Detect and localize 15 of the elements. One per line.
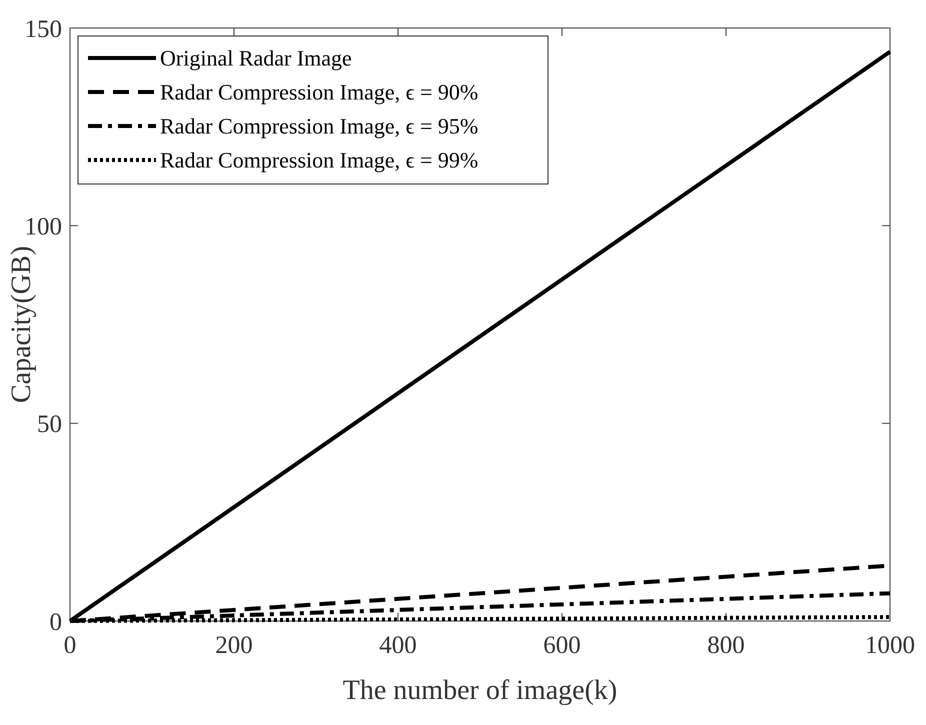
y-tick-label: 50 (37, 411, 62, 438)
y-tick-label: 100 (24, 213, 62, 240)
legend-label: Original Radar Image (160, 46, 352, 71)
x-tick-label: 400 (379, 632, 417, 659)
x-tick-label: 800 (707, 632, 745, 659)
y-tick-label: 0 (50, 608, 62, 636)
y-axis-title: Capacity(GB) (6, 246, 37, 404)
legend-label: Radar Compression Image, ϵ = 99% (160, 148, 478, 173)
legend-label: Radar Compression Image, ϵ = 95% (160, 114, 478, 139)
legend-label: Radar Compression Image, ϵ = 90% (160, 80, 478, 105)
x-axis-title: The number of image(k) (342, 675, 618, 706)
x-tick-label: 1000 (865, 632, 915, 659)
y-tick-label: 150 (24, 16, 62, 43)
x-tick-label: 200 (215, 632, 253, 659)
x-tick-label: 600 (543, 632, 581, 659)
